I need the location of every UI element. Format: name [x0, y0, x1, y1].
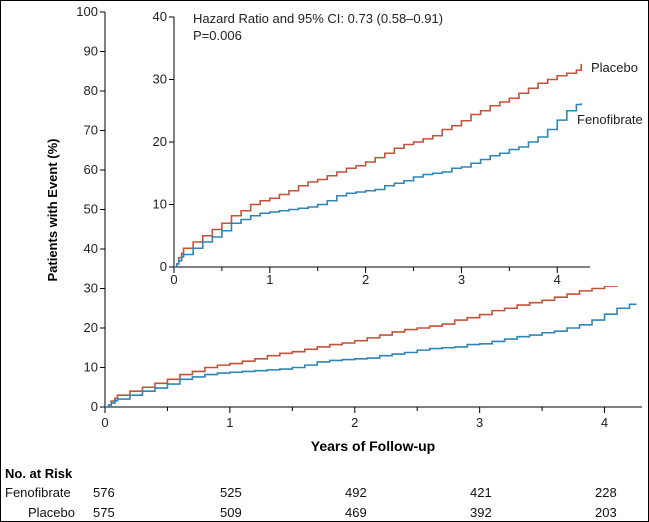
inset-panel: Hazard Ratio and 95% CI: 0.73 (0.58–0.91… [147, 4, 643, 287]
inset-y-tick-label: 40 [153, 9, 167, 24]
main-y-tick-label: 60 [84, 162, 98, 177]
main-x-tick-label: 0 [101, 415, 108, 430]
main-y-tick-label: 0 [91, 399, 98, 414]
inset-p-value: P=0.006 [193, 28, 242, 43]
main-y-tick-label: 10 [84, 360, 98, 375]
inset-y-tick-label: 30 [153, 72, 167, 87]
main-y-axis-label: Patients with Event (%) [45, 138, 60, 281]
inset-background [147, 4, 643, 286]
legend-placebo: Placebo [591, 60, 638, 75]
inset-x-tick-label: 2 [362, 272, 369, 287]
risk-cell: 575 [93, 505, 115, 520]
main-y-tick-label: 30 [84, 281, 98, 296]
legend-fenofibrate: Fenofibrate [577, 112, 643, 127]
risk-cell: 492 [345, 485, 367, 500]
main-x-tick-label: 2 [351, 415, 358, 430]
inset-hazard-ratio: Hazard Ratio and 95% CI: 0.73 (0.58–0.91… [193, 11, 443, 26]
main-series-fenofibrate [105, 303, 637, 408]
inset-x-tick-label: 4 [554, 272, 561, 287]
main-y-tick-label: 70 [84, 123, 98, 138]
main-y-tick-label: 20 [84, 320, 98, 335]
main-axes: Patients with Event (%) Years of Follow-… [45, 12, 642, 454]
main-x-tick-label: 3 [476, 415, 483, 430]
risk-cell: 421 [470, 485, 492, 500]
inset-x-tick-label: 1 [266, 272, 273, 287]
risk-table-title: No. at Risk [5, 466, 73, 481]
inset-x-tick-label: 3 [458, 272, 465, 287]
inset-ticks: 0 10 20 30 40 0 1 2 3 4 [153, 9, 561, 287]
inset-y-tick-label: 20 [153, 134, 167, 149]
main-x-axis-label: Years of Follow-up [311, 438, 435, 454]
risk-cell: 392 [470, 505, 492, 520]
inset-y-tick-label: 0 [160, 259, 167, 274]
main-y-tick-label: 50 [84, 202, 98, 217]
inset-series-fenofibrate [174, 103, 583, 268]
inset-x-tick-label: 0 [170, 272, 177, 287]
main-y-tick-label: 90 [84, 44, 98, 59]
inset-series [174, 63, 583, 268]
risk-row-label-placebo: Placebo [28, 505, 75, 520]
risk-cell: 576 [93, 485, 115, 500]
main-series [105, 278, 637, 408]
inset-y-tick-label: 10 [153, 197, 167, 212]
risk-cell: 203 [595, 505, 617, 520]
risk-row-label-fenofibrate: Fenofibrate [5, 485, 71, 500]
main-y-tick-label: 80 [84, 83, 98, 98]
main-y-tick-label: 100 [76, 4, 98, 19]
main-series-placebo [105, 278, 637, 408]
main-y-tick-label: 40 [84, 241, 98, 256]
risk-cell: 228 [595, 485, 617, 500]
risk-cell: 509 [220, 505, 242, 520]
main-x-tick-label: 1 [226, 415, 233, 430]
risk-cell: 525 [220, 485, 242, 500]
risk-cell: 469 [345, 505, 367, 520]
main-x-tick-label: 4 [601, 415, 608, 430]
inset-series-placebo [174, 63, 583, 268]
